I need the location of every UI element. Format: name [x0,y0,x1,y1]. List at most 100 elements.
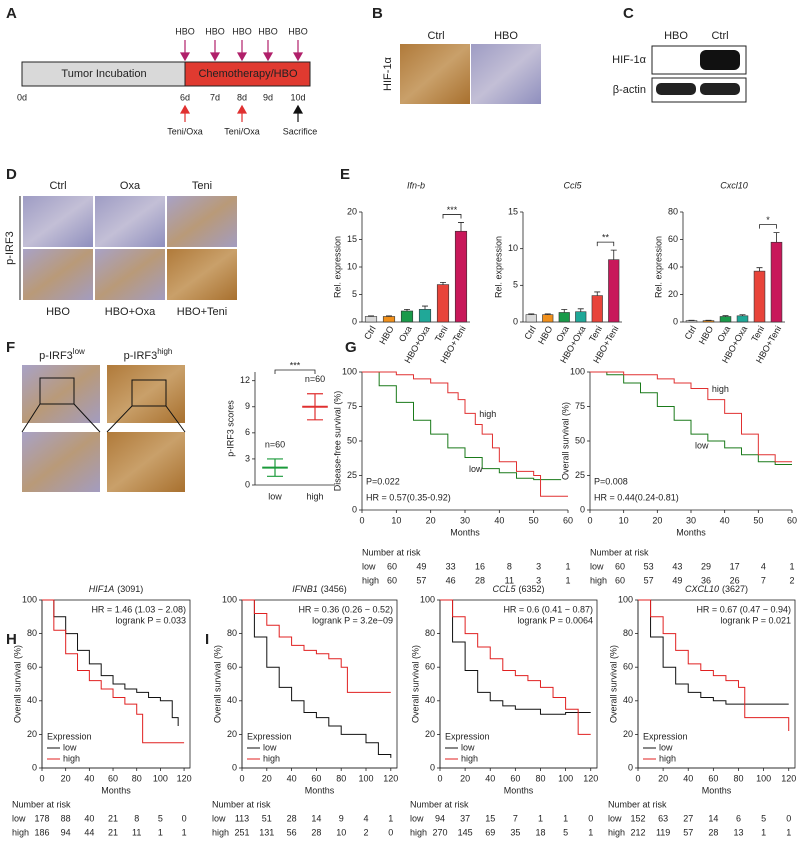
risk-value: 27 [683,813,693,823]
error-bar [756,267,763,272]
panel-labels: A B C D E F G H I [6,5,634,648]
y-tick-label: 100 [22,594,37,604]
legend-label: high [263,753,280,763]
image [167,196,237,247]
x-tick-label: 60 [311,773,321,783]
risk-value: 4 [761,561,766,571]
risk-value: 270 [432,827,447,837]
zoom-box [131,379,167,407]
risk-value: 15 [485,813,495,823]
risk-value: 1 [388,813,393,823]
x-tick-label: 120 [781,773,796,783]
risk-value: 10 [336,827,346,837]
y-tick-label: 12 [240,375,250,385]
risk-row-label: low [410,813,424,823]
y-tick-label: 25 [575,470,585,480]
probe-id: (3456) [321,584,347,594]
risk-value: 145 [458,827,473,837]
bar [400,310,414,323]
legend-title: Expression [247,731,292,741]
error-bar [544,313,551,315]
survival-curve [362,371,562,481]
x-tick-label: 120 [583,773,598,783]
y-tick-label: 100 [420,594,435,604]
risk-value: 5 [761,813,766,823]
x-tick-label: 40 [494,515,504,525]
survival-curve [590,371,792,463]
image [23,196,93,247]
risk-value: 21 [108,827,118,837]
error-bar [561,309,568,313]
y-axis-label: Overall survival (%) [560,402,570,480]
x-tick-label: 100 [153,773,168,783]
bar [719,316,732,323]
x-tick-label: 20 [61,773,71,783]
bar [436,284,450,323]
n-label: n=60 [265,439,285,449]
y-tick-label: 80 [27,628,37,638]
risk-value: 94 [61,827,71,837]
y-axis-label: p-IRF3 scores [225,400,235,457]
col-label: p-IRF3low [39,347,85,362]
chart-title: CXCL10 (3627) [685,584,748,594]
risk-value: 119 [656,827,670,837]
x-tick-label: 0 [239,773,244,783]
risk-value: 0 [182,813,187,823]
col-label: HBO+Oxa [105,306,156,318]
image [22,432,100,492]
x-axis-label: Months [702,785,732,795]
risk-value: 6 [736,813,741,823]
survival-curve [42,599,185,744]
risk-value: 63 [658,813,668,823]
x-axis-label: Months [101,785,131,795]
x-tick-label: high [306,491,323,501]
significance-bracket [596,241,615,247]
x-tick-label: Teni [749,324,766,343]
hbo-label: HBO [288,26,308,36]
error-bar [722,315,729,317]
ihc-b: Ctrl HBO HIF-1α [382,30,541,104]
significance-bracket [274,369,316,374]
significance-label: *** [447,205,458,215]
error-bar [773,232,780,243]
x-tick-label: 0 [359,515,364,525]
risk-value: 60 [615,575,625,585]
y-tick-label: 20 [425,729,435,739]
y-axis-label: Rel. expression [493,236,503,298]
y-tick-label: 100 [342,366,357,376]
bar [525,314,537,323]
band [656,83,696,95]
bar [736,315,749,323]
y-tick-label: 0 [232,762,237,772]
y-tick-label: 20 [668,289,678,299]
y-axis-label: Overall survival (%) [410,645,420,723]
image [400,44,470,104]
bar [702,320,715,323]
col-label: Ctrl [49,180,66,192]
x-tick-label: 20 [426,515,436,525]
x-axis-label: Months [305,785,335,795]
risk-value: 11 [505,575,514,585]
y-tick-label: 100 [570,366,585,376]
band [700,50,740,70]
error-bar [594,291,601,296]
col-label: HBO [46,306,70,318]
col-label: Ctrl [711,30,728,42]
error-bar [422,305,428,310]
bar [608,259,620,323]
risk-row-label: low [212,813,226,823]
risk-value: 1 [565,575,570,585]
error-bar [404,308,410,311]
bar [575,311,587,323]
risk-value: 1 [786,827,791,837]
legend-label: low [659,742,673,752]
risk-value: 0 [388,827,393,837]
risk-value: 28 [287,813,297,823]
probe-id: (3091) [117,584,143,594]
x-tick-label: 40 [84,773,94,783]
label-sup: high [157,347,172,356]
panel-label: D [6,166,17,183]
survival-curve [440,599,591,715]
risk-value: 251 [234,827,249,837]
